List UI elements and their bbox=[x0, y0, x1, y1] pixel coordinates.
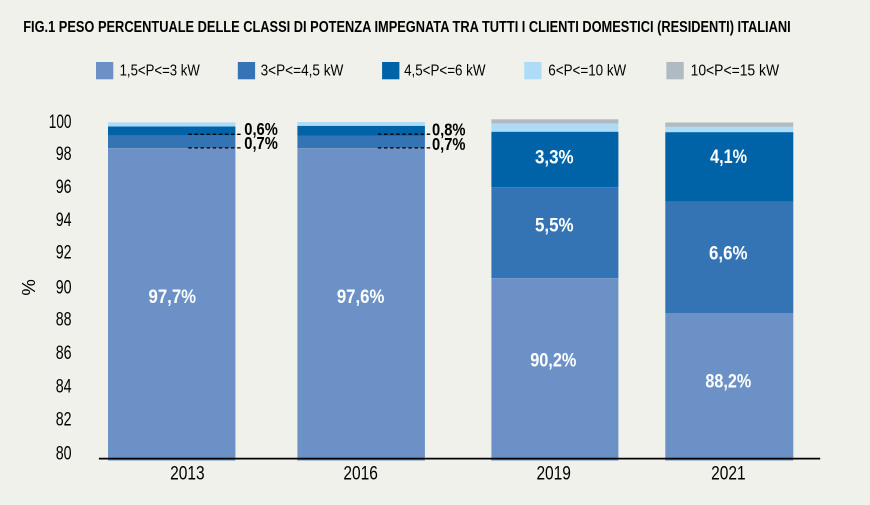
svg-text:2021: 2021 bbox=[711, 464, 746, 485]
svg-text:0,7%: 0,7% bbox=[432, 134, 466, 154]
svg-text:6<P<=10 kW: 6<P<=10 kW bbox=[548, 62, 627, 79]
svg-text:4,1%: 4,1% bbox=[710, 147, 747, 168]
svg-text:90,2%: 90,2% bbox=[530, 351, 576, 372]
svg-text:10<P<=15 kW: 10<P<=15 kW bbox=[691, 62, 780, 79]
svg-text:98: 98 bbox=[56, 144, 72, 165]
svg-text:97,7%: 97,7% bbox=[149, 287, 197, 308]
svg-text:5,5%: 5,5% bbox=[535, 216, 574, 237]
svg-text:94: 94 bbox=[56, 210, 72, 231]
svg-text:0,7%: 0,7% bbox=[244, 133, 277, 153]
svg-text:97,6%: 97,6% bbox=[337, 287, 385, 308]
svg-text:86: 86 bbox=[56, 343, 72, 364]
svg-text:%: % bbox=[18, 279, 39, 295]
svg-text:0,6%: 0,6% bbox=[244, 119, 277, 139]
svg-text:96: 96 bbox=[56, 177, 72, 198]
svg-text:88: 88 bbox=[56, 309, 72, 330]
svg-text:2013: 2013 bbox=[170, 464, 205, 485]
svg-text:FIG.1 PESO PERCENTUALE DELLE C: FIG.1 PESO PERCENTUALE DELLE CLASSI DI P… bbox=[23, 19, 791, 36]
svg-text:88,2%: 88,2% bbox=[705, 371, 751, 392]
svg-text:2016: 2016 bbox=[343, 464, 378, 485]
svg-text:3<P<=4,5 kW: 3<P<=4,5 kW bbox=[261, 62, 345, 79]
svg-text:100: 100 bbox=[49, 112, 72, 133]
svg-text:80: 80 bbox=[56, 444, 72, 465]
svg-text:92: 92 bbox=[56, 243, 72, 264]
svg-text:6,6%: 6,6% bbox=[709, 244, 748, 265]
svg-text:84: 84 bbox=[56, 377, 72, 398]
svg-text:2019: 2019 bbox=[536, 464, 571, 485]
svg-text:90: 90 bbox=[56, 278, 72, 299]
svg-text:0,8%: 0,8% bbox=[432, 120, 466, 140]
svg-text:3,3%: 3,3% bbox=[535, 147, 574, 168]
svg-text:82: 82 bbox=[56, 410, 72, 431]
svg-text:1,5<P<=3 kW: 1,5<P<=3 kW bbox=[120, 62, 201, 79]
svg-text:4,5<P<=6 kW: 4,5<P<=6 kW bbox=[404, 62, 486, 79]
